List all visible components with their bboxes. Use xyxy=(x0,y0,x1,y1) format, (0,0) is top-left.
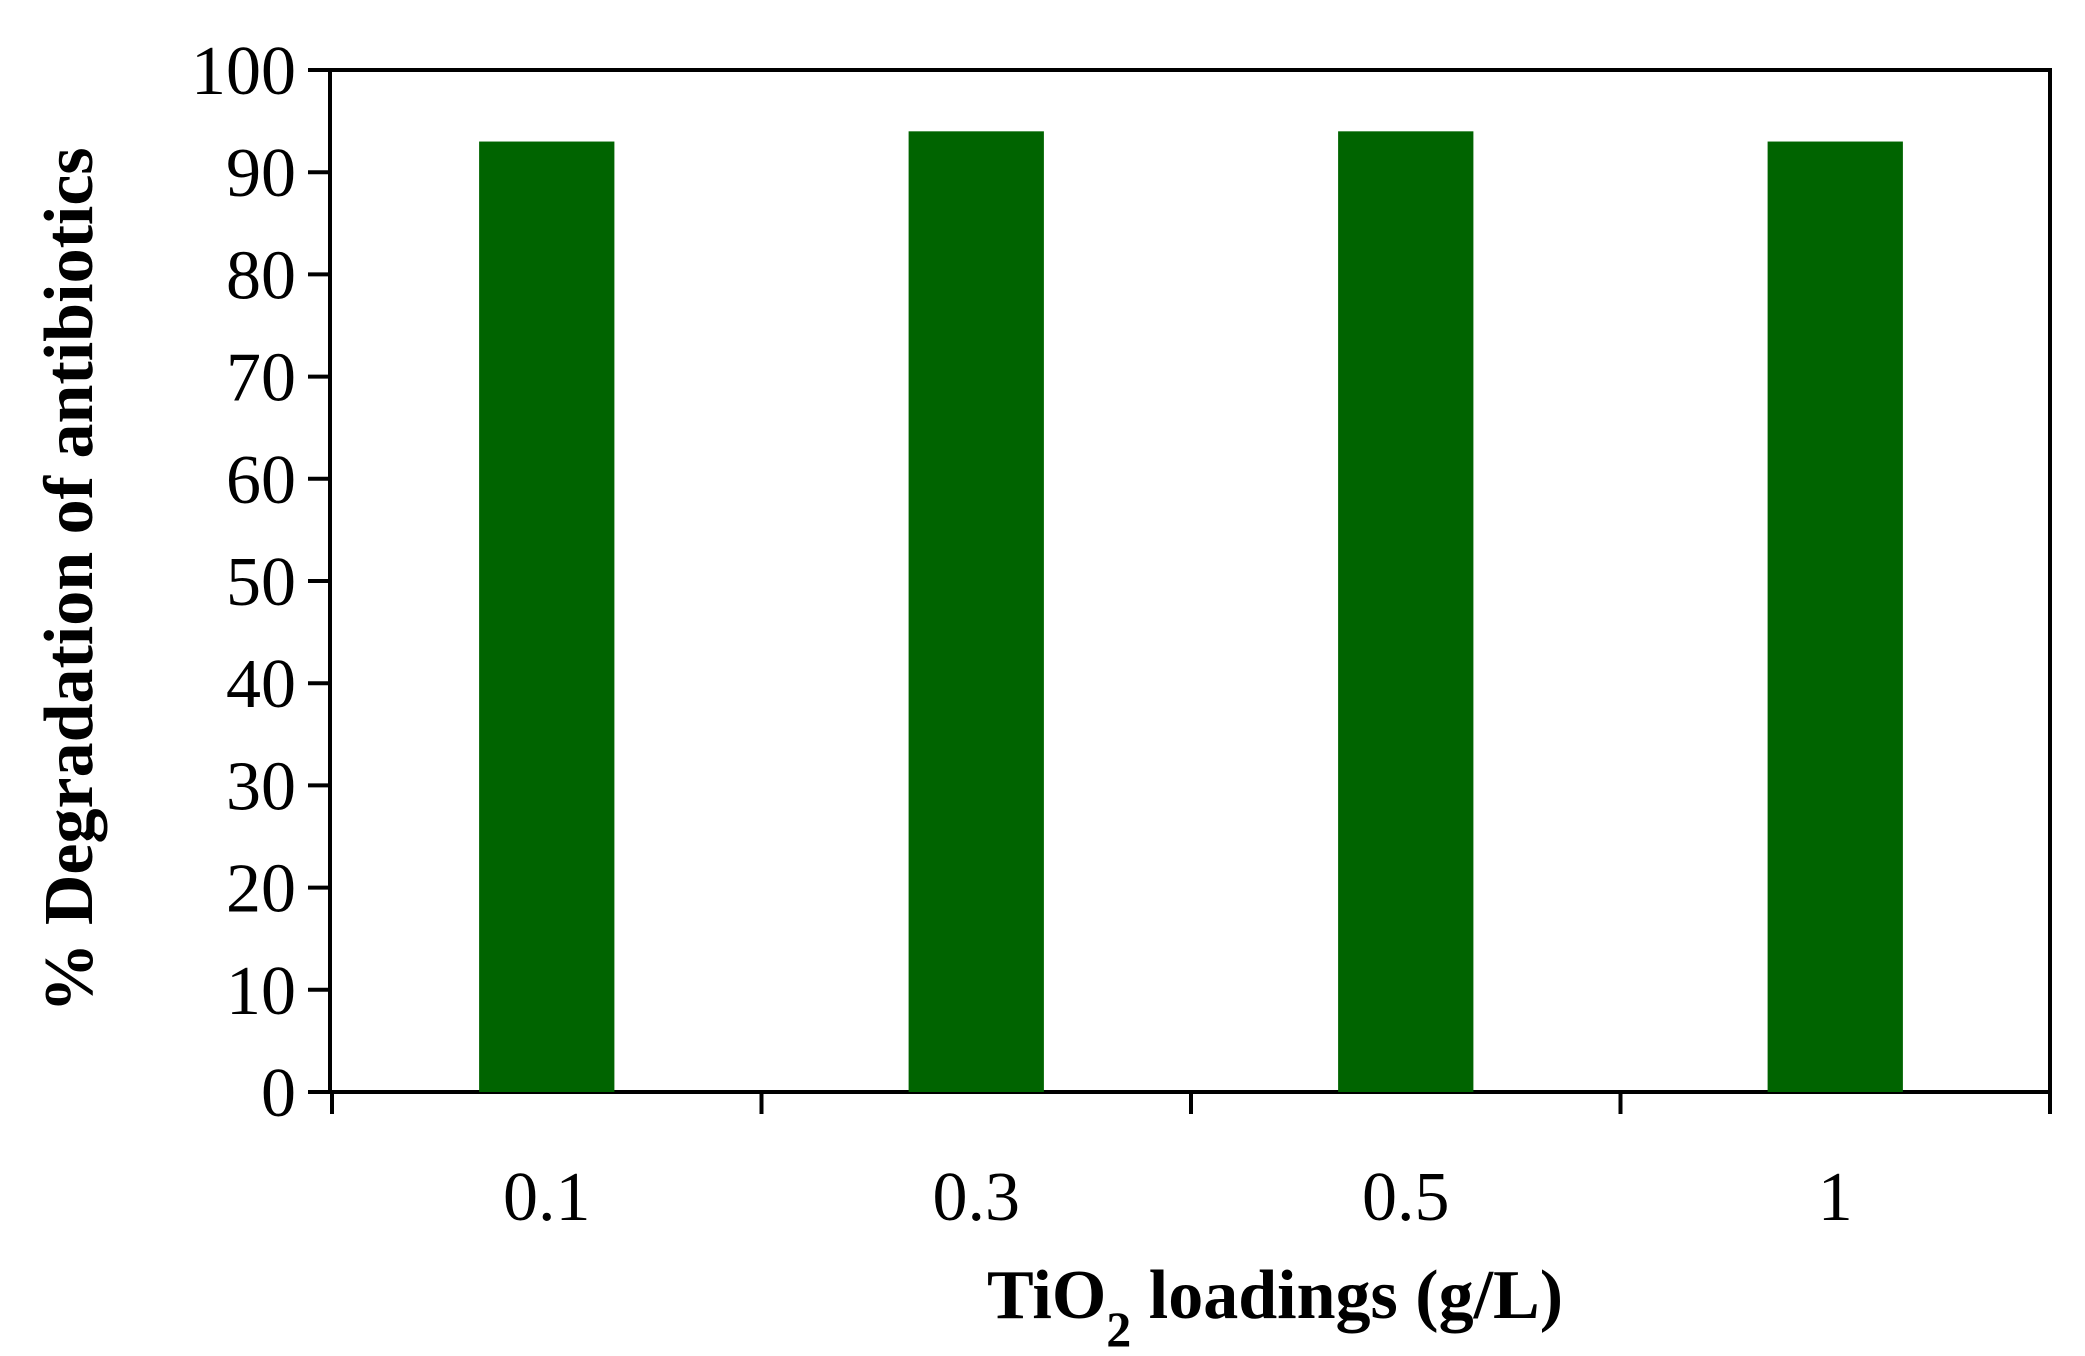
x-axis-title-subscript: 2 xyxy=(1106,1301,1131,1356)
x-tick-label: 0.1 xyxy=(503,1159,591,1236)
x-axis-title: TiO2 loadings (g/L) xyxy=(987,1257,1563,1356)
bar-0.1 xyxy=(479,141,615,1093)
y-tick-label: 70 xyxy=(226,340,296,417)
x-tick-label: 0.3 xyxy=(933,1159,1021,1236)
x-axis-title-rest: loadings (g/L) xyxy=(1131,1257,1563,1334)
y-axis-title: % Degradation of antibiotics xyxy=(31,147,108,1012)
y-tick-label: 10 xyxy=(226,953,296,1030)
x-tick-labels: 0.1 0.3 0.5 1 xyxy=(503,1159,1853,1236)
y-axis: 0 10 20 30 40 50 60 70 80 90 100 xyxy=(191,33,330,1132)
x-axis xyxy=(330,1090,2052,1114)
y-tick-label: 30 xyxy=(226,748,296,825)
y-tick-label: 90 xyxy=(226,135,296,212)
bar-1 xyxy=(1767,141,1903,1093)
y-tick-label: 100 xyxy=(191,33,296,110)
x-axis-title-main: TiO xyxy=(987,1257,1106,1334)
y-tick-label: 80 xyxy=(226,237,296,314)
x-tick-label: 0.5 xyxy=(1362,1159,1450,1236)
y-tick-label: 0 xyxy=(261,1055,296,1132)
y-tick-label: 40 xyxy=(226,646,296,723)
y-tick-label: 20 xyxy=(226,851,296,928)
bar-0.3 xyxy=(908,131,1044,1092)
y-tick-label: 60 xyxy=(226,442,296,519)
bars xyxy=(479,131,1903,1093)
y-tick-label: 50 xyxy=(226,544,296,621)
x-tick-label: 1 xyxy=(1818,1159,1853,1236)
bar-0.5 xyxy=(1338,131,1474,1092)
